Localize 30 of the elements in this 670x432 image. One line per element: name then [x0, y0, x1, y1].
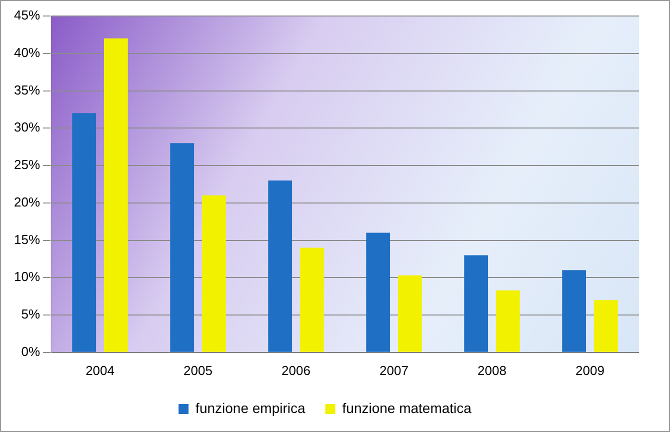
x-tick-label: 2009	[576, 362, 604, 378]
bar	[300, 248, 324, 352]
legend-label: funzione matematica	[342, 400, 472, 416]
x-tick-label: 2008	[478, 362, 506, 378]
x-tick-label: 2005	[184, 362, 212, 378]
y-tick-label: 15%	[14, 232, 40, 247]
y-tick-label: 45%	[14, 8, 40, 23]
bar	[464, 255, 488, 352]
bar	[398, 275, 422, 352]
bar	[366, 232, 390, 352]
bar	[104, 38, 128, 352]
y-tick-label: 5%	[21, 306, 40, 322]
bar	[202, 195, 226, 352]
y-tick-label: 35%	[14, 82, 40, 98]
y-tick-label: 30%	[14, 120, 40, 135]
bar	[72, 113, 96, 352]
x-tick-label: 2004	[86, 362, 114, 378]
bar	[170, 143, 194, 352]
bar	[268, 180, 292, 352]
y-tick-label: 40%	[14, 44, 40, 60]
x-tick-label: 2006	[282, 362, 310, 378]
legend-label: funzione empirica	[196, 400, 306, 416]
bar	[496, 290, 520, 352]
y-tick-label: 0%	[21, 344, 40, 359]
y-tick-label: 25%	[14, 157, 40, 172]
bar	[594, 300, 618, 352]
bar	[562, 270, 586, 352]
y-tick-label: 10%	[14, 269, 40, 284]
x-tick-label: 2007	[380, 362, 408, 378]
y-tick-label: 20%	[14, 194, 40, 210]
